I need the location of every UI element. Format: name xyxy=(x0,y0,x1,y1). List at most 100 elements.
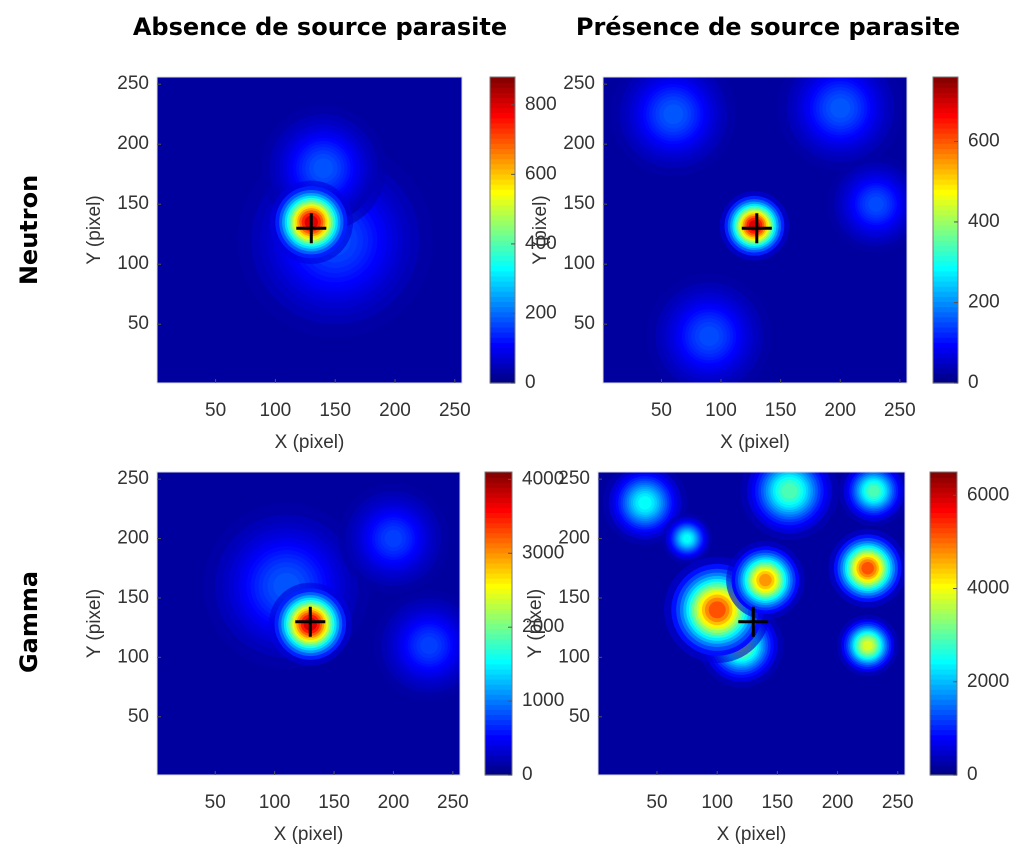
hotspot xyxy=(661,513,713,564)
y-tick-label: 150 xyxy=(117,193,149,214)
y-tick-label: 200 xyxy=(563,133,595,154)
y-tick-label: 200 xyxy=(117,528,149,549)
y-tick-label: 150 xyxy=(563,193,595,214)
colorbar-tick-label: 200 xyxy=(525,302,557,323)
y-axis-label: Y (pixel) xyxy=(84,195,105,264)
colorbar-tick-label: 400 xyxy=(968,211,1000,232)
colorbar xyxy=(484,471,513,776)
colorbar-tick-label: 2000 xyxy=(967,671,1009,692)
hotspot xyxy=(646,273,772,383)
y-tick-label: 100 xyxy=(558,646,590,667)
hotspot xyxy=(740,472,839,541)
hotspot xyxy=(726,540,805,620)
hotspot xyxy=(610,77,736,177)
y-tick-label: 50 xyxy=(569,706,590,727)
x-tick-label: 250 xyxy=(882,792,914,813)
colorbar-tick-label: 200 xyxy=(968,291,1000,312)
x-tick-label: 100 xyxy=(701,792,733,813)
y-tick-label: 200 xyxy=(558,528,590,549)
hotspot xyxy=(663,556,771,664)
x-tick-label: 150 xyxy=(319,400,351,421)
x-tick-label: 150 xyxy=(318,792,350,813)
row-label: Gamma xyxy=(15,571,43,673)
hotspot xyxy=(828,529,905,608)
hotspot xyxy=(602,472,687,545)
x-tick-label: 50 xyxy=(646,792,667,813)
colorbar-tick-label: 400 xyxy=(525,233,557,254)
x-tick-label: 250 xyxy=(884,400,916,421)
hotspot xyxy=(719,191,790,261)
y-tick-label: 250 xyxy=(563,73,595,94)
plot-frame xyxy=(156,76,463,384)
colorbar xyxy=(932,76,959,384)
x-tick-label: 250 xyxy=(439,400,471,421)
plot-frame xyxy=(602,76,908,384)
x-axis-label: X (pixel) xyxy=(274,824,344,845)
y-tick-label: 50 xyxy=(574,313,595,334)
hotspot xyxy=(836,614,899,677)
colorbar-tick-label: 2000 xyxy=(522,616,564,637)
x-tick-label: 50 xyxy=(205,400,226,421)
source-marker xyxy=(741,213,772,244)
colorbar-tick-label: 600 xyxy=(968,130,1000,151)
x-tick-label: 150 xyxy=(765,400,797,421)
y-tick-label: 100 xyxy=(563,253,595,274)
colorbar-tick-label: 6000 xyxy=(967,484,1009,505)
colorbar-tick-label: 800 xyxy=(525,94,557,115)
hotspot xyxy=(373,590,460,701)
y-tick-label: 50 xyxy=(128,313,149,334)
heatmap xyxy=(598,472,905,775)
colorbar-tick-label: 3000 xyxy=(522,542,564,563)
plot-frame xyxy=(597,471,906,776)
colorbar-tick-label: 0 xyxy=(967,764,978,785)
y-tick-label: 200 xyxy=(117,133,149,154)
colorbar-tick-label: 4000 xyxy=(522,468,564,489)
hotspot xyxy=(838,472,905,527)
hotspot xyxy=(777,77,903,171)
x-tick-label: 100 xyxy=(259,792,291,813)
x-tick-label: 200 xyxy=(378,792,410,813)
x-tick-label: 150 xyxy=(762,792,794,813)
y-tick-label: 150 xyxy=(117,587,149,608)
x-tick-label: 200 xyxy=(824,400,856,421)
x-tick-label: 200 xyxy=(822,792,854,813)
x-tick-label: 200 xyxy=(379,400,411,421)
y-tick-label: 150 xyxy=(558,587,590,608)
heatmap xyxy=(157,472,460,775)
y-tick-label: 50 xyxy=(128,706,149,727)
row-label: Neutron xyxy=(15,175,43,285)
x-axis-label: X (pixel) xyxy=(717,824,787,845)
colorbar-tick-label: 1000 xyxy=(522,690,564,711)
y-axis-label: Y (pixel) xyxy=(525,589,546,658)
colorbar xyxy=(929,471,958,776)
y-tick-label: 250 xyxy=(117,468,149,489)
source-marker xyxy=(295,606,326,637)
colorbar-tick-label: 4000 xyxy=(967,578,1009,599)
colorbar-tick-label: 600 xyxy=(525,163,557,184)
hotspot xyxy=(827,155,907,253)
x-axis-label: X (pixel) xyxy=(275,432,345,453)
hotspot xyxy=(269,180,354,264)
heatmap xyxy=(157,77,462,383)
plot-frame xyxy=(156,471,461,776)
y-tick-label: 100 xyxy=(117,253,149,274)
colorbar xyxy=(489,76,516,384)
source-marker xyxy=(296,213,327,244)
x-axis-label: X (pixel) xyxy=(720,432,790,453)
x-tick-label: 250 xyxy=(437,792,469,813)
heatmap xyxy=(603,77,907,383)
colorbar-tick-label: 0 xyxy=(525,372,536,393)
hotspot xyxy=(338,483,449,594)
x-tick-label: 50 xyxy=(205,792,226,813)
column-title: Absence de source parasite xyxy=(133,13,507,41)
y-axis-label: Y (pixel) xyxy=(84,589,105,658)
x-tick-label: 100 xyxy=(705,400,737,421)
colorbar-tick-label: 0 xyxy=(968,372,979,393)
source-marker xyxy=(738,606,769,637)
y-tick-label: 250 xyxy=(117,73,149,94)
x-tick-label: 50 xyxy=(651,400,672,421)
y-tick-label: 250 xyxy=(558,468,590,489)
y-tick-label: 100 xyxy=(117,646,149,667)
column-title: Présence de source parasite xyxy=(576,13,960,41)
